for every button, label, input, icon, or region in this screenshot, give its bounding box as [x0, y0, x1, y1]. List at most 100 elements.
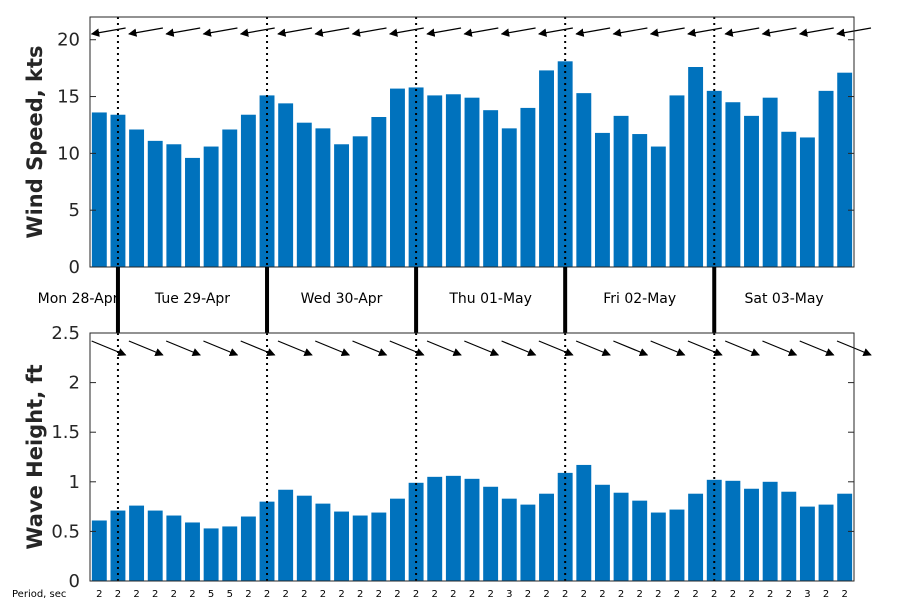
wind-bar — [390, 88, 405, 267]
wave-bar — [464, 478, 480, 581]
wave-bar — [222, 526, 238, 581]
day-label: Fri 02-May — [603, 291, 676, 307]
wave-direction-arrow — [128, 340, 164, 357]
wave-direction-arrow — [315, 340, 351, 357]
wind-bar — [352, 136, 368, 267]
period-value: 2 — [562, 589, 568, 600]
period-value: 2 — [338, 589, 344, 600]
wind-direction-arrow — [538, 27, 573, 37]
wave-bar — [818, 504, 834, 581]
wind-bar — [557, 61, 573, 268]
period-value: 2 — [525, 589, 531, 600]
period-value: 2 — [469, 589, 475, 600]
wave-direction-arrow — [165, 340, 201, 357]
wave-ytick-label: 2.5 — [51, 323, 80, 344]
period-value: 2 — [320, 589, 326, 600]
wind-bar — [501, 128, 517, 267]
wind-bar — [725, 102, 741, 268]
wave-bar — [91, 520, 107, 581]
wind-direction-arrow — [761, 27, 797, 37]
wind-direction-arrow — [351, 27, 387, 37]
wave-ylabel: Wave Height, ft — [23, 364, 47, 549]
wave-direction-arrow — [762, 340, 798, 357]
wind-direction-arrow — [388, 27, 424, 37]
period-value: 2 — [543, 589, 549, 600]
wave-bar — [706, 479, 722, 581]
wave-bar — [427, 476, 443, 581]
wind-direction-arrow — [724, 27, 760, 37]
period-value: 5 — [227, 589, 233, 600]
wind-direction-arrow — [277, 27, 313, 37]
wave-ytick-label: 1 — [69, 472, 80, 493]
wind-bar — [203, 146, 219, 267]
period-value: 2 — [171, 589, 177, 600]
period-value: 2 — [767, 589, 773, 600]
wind-direction-arrow — [165, 27, 201, 37]
period-value: 2 — [115, 589, 121, 600]
wave-direction-arrow — [687, 340, 723, 357]
wave-bar — [278, 489, 294, 581]
period-value: 2 — [730, 589, 736, 600]
wind-bar — [706, 90, 722, 267]
wind-bar — [408, 87, 424, 267]
wave-bar — [371, 512, 387, 581]
wind-bar — [129, 129, 145, 267]
wind-bar — [837, 72, 853, 267]
wind-bar — [781, 131, 797, 267]
wind-bar — [371, 117, 387, 267]
period-value: 2 — [748, 589, 754, 600]
wave-bar — [147, 510, 163, 581]
wind-bar — [185, 157, 200, 267]
wave-bar — [129, 505, 145, 581]
wind-direction-arrow — [202, 27, 238, 37]
period-axis-label: Period, sec — [12, 589, 66, 600]
wind-direction-arrow — [798, 27, 834, 37]
wave-direction-arrow — [724, 340, 760, 357]
wind-ytick-label: 10 — [57, 143, 80, 164]
wave-bar — [520, 504, 536, 581]
wave-bar — [110, 510, 126, 581]
wind-bar — [427, 95, 443, 267]
wave-bar — [594, 484, 610, 581]
wave-direction-arrow — [389, 340, 425, 357]
wind-bar — [222, 129, 238, 267]
wind-ylabel: Wind Speed, kts — [23, 45, 47, 238]
wind-ytick-label: 20 — [57, 30, 80, 51]
period-value: 2 — [599, 589, 605, 600]
wind-bar — [483, 110, 499, 267]
wave-bar — [483, 486, 499, 581]
wind-bar — [688, 67, 704, 267]
period-value: 2 — [692, 589, 698, 600]
period-value: 2 — [823, 589, 829, 600]
wind-bar — [91, 112, 107, 267]
wave-bar — [185, 522, 200, 581]
wave-ytick-label: 2 — [69, 373, 80, 394]
wave-bar — [296, 495, 312, 581]
period-value: 2 — [450, 589, 456, 600]
wave-bar — [240, 516, 256, 581]
day-label: Sat 03-May — [745, 291, 824, 307]
wind-bar — [520, 107, 536, 267]
period-value: 3 — [506, 589, 512, 600]
wave-axes-box — [89, 332, 855, 582]
wind-bar — [259, 95, 275, 267]
day-label: Wed 30-Apr — [301, 291, 383, 307]
wave-bar — [445, 475, 461, 581]
wind-bar — [464, 97, 480, 267]
wave-bar — [837, 493, 853, 581]
wind-bar — [799, 137, 815, 267]
wave-direction-arrow — [650, 340, 686, 357]
period-value: 2 — [301, 589, 307, 600]
wave-direction-arrow — [575, 340, 611, 357]
period-value: 2 — [432, 589, 438, 600]
wave-bar — [334, 511, 350, 581]
wave-ytick-label: 1.5 — [51, 422, 80, 443]
wind-speed-panel: 0 5 10 15 20 Wind Speed, kts — [23, 16, 872, 278]
wind-direction-arrow — [90, 27, 126, 37]
wind-direction-arrow — [426, 27, 462, 37]
period-value: 2 — [786, 589, 792, 600]
wave-bar — [203, 528, 219, 581]
wind-direction-arrow — [463, 27, 499, 37]
wind-bar — [296, 122, 312, 267]
